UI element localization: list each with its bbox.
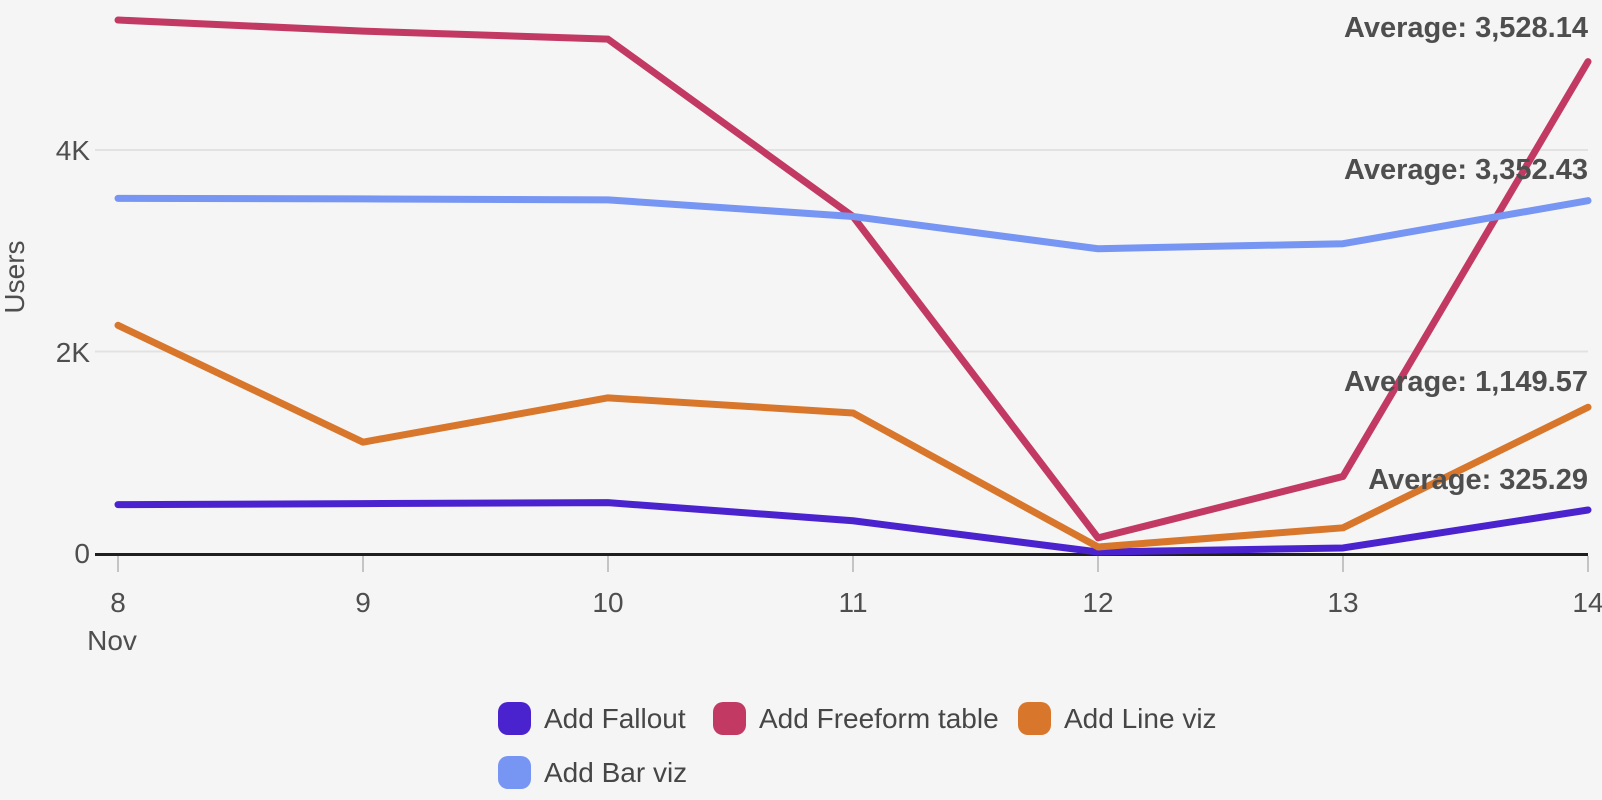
legend-swatch-add-line-viz (1018, 702, 1051, 735)
legend-item-add-freeform-table[interactable]: Add Freeform table (713, 702, 999, 735)
y-tick-label-4k: 4K (56, 135, 91, 166)
legend-label: Add Fallout (544, 703, 686, 734)
x-axis-labels: 8 9 10 11 12 13 14 Nov (87, 587, 1602, 656)
axis-tick-marks (117, 556, 1589, 572)
x-axis-month-label: Nov (87, 625, 137, 656)
average-label-add-bar-viz: Average: 3,352.43 (1344, 154, 1588, 186)
x-tick-label-8: 8 (110, 587, 126, 618)
average-annotations: Average: 3,528.14 Average: 3,352.43 Aver… (1344, 12, 1588, 496)
legend-item-add-line-viz[interactable]: Add Line viz (1018, 702, 1217, 735)
x-tick-label-11: 11 (838, 587, 867, 618)
y-tick-label-0: 0 (74, 538, 90, 569)
legend-label: Add Bar viz (544, 757, 688, 788)
legend-item-add-bar-viz[interactable]: Add Bar viz (498, 756, 687, 789)
y-axis-title: Users (0, 240, 30, 313)
series-line-add-freeform-table[interactable] (114, 16, 1592, 542)
legend-swatch-add-fallout (498, 702, 531, 735)
x-tick-label-12: 12 (1082, 587, 1113, 618)
series-line-add-bar-viz[interactable] (114, 194, 1592, 253)
gridlines (95, 149, 1588, 353)
x-tick-label-10: 10 (592, 587, 623, 618)
series-line-add-fallout[interactable] (114, 499, 1592, 556)
average-label-add-freeform-table: Average: 3,528.14 (1344, 12, 1588, 44)
legend-swatch-add-bar-viz (498, 756, 531, 789)
x-tick-label-14: 14 (1572, 587, 1602, 618)
x-tick-label-9: 9 (355, 587, 371, 618)
y-tick-label-2k: 2K (56, 337, 91, 368)
legend-label: Add Line viz (1064, 703, 1217, 734)
average-label-add-fallout: Average: 325.29 (1368, 464, 1588, 496)
series-lines (114, 16, 1592, 556)
x-tick-label-13: 13 (1327, 587, 1358, 618)
legend-label: Add Freeform table (759, 703, 999, 734)
average-label-add-line-viz: Average: 1,149.57 (1344, 366, 1588, 398)
y-axis-labels: 0 2K 4K Users (0, 135, 90, 569)
legend-swatch-add-freeform-table (713, 702, 746, 735)
series-line-add-line-viz[interactable] (114, 321, 1592, 551)
legend-item-add-fallout[interactable]: Add Fallout (498, 702, 686, 735)
